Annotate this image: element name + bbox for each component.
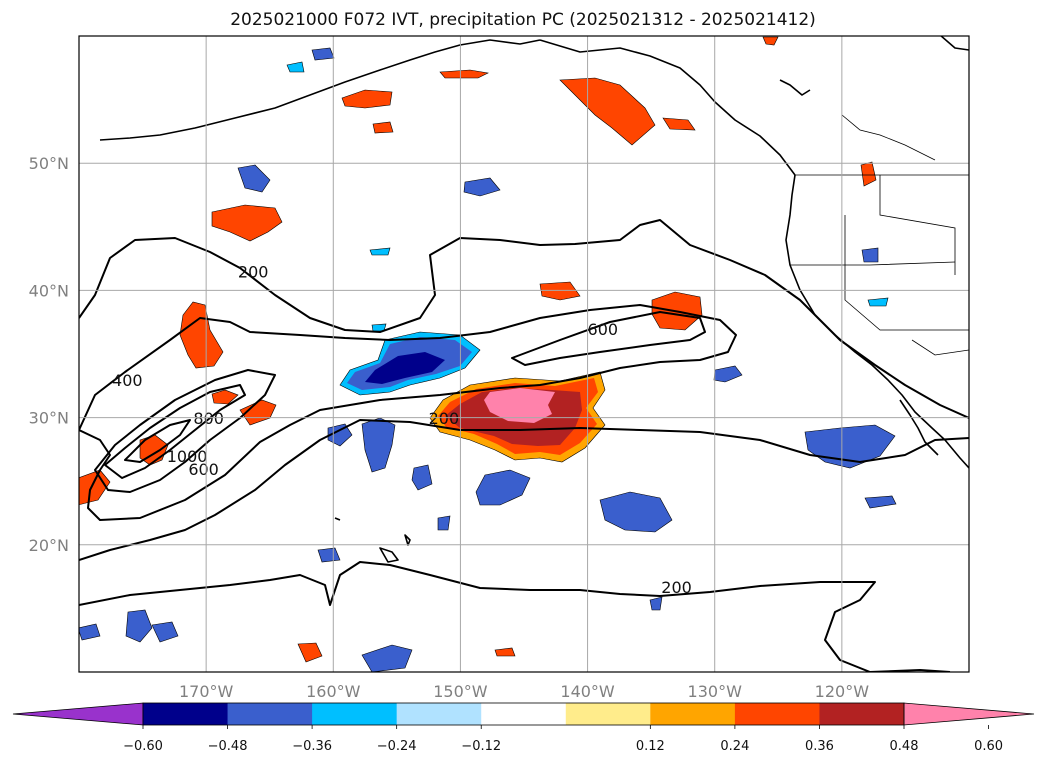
precip-positive-region bbox=[484, 388, 555, 423]
colorbar-tick-label: −0.48 bbox=[208, 739, 248, 754]
colorbar-extend-low bbox=[12, 702, 144, 726]
precip-negative-region bbox=[437, 515, 451, 531]
colorbar-tick-label: 0.12 bbox=[636, 739, 665, 754]
precip-positive-region bbox=[341, 89, 393, 109]
lat-tick-label: 40°N bbox=[29, 281, 69, 300]
political-borders bbox=[790, 114, 969, 356]
colorbar: −0.60 −0.48 −0.36 −0.24 −0.12 0.12 0.24 0.36 0.4… bbox=[12, 702, 1035, 754]
figure-title: 2025021000 F072 IVT, precipitation PC (2… bbox=[230, 10, 816, 30]
colorbar-frame bbox=[142, 702, 905, 726]
precip-negative-region bbox=[327, 423, 353, 447]
map-frame bbox=[78, 35, 970, 673]
precip-positive-region bbox=[179, 301, 224, 369]
colorbar-tick-label: 0.36 bbox=[805, 739, 834, 754]
colorbar-segment bbox=[143, 703, 229, 725]
precip-negative-region bbox=[861, 247, 879, 263]
ivt-1000-contour bbox=[124, 419, 191, 463]
precip-negative-region bbox=[713, 365, 743, 383]
precip-negative-region bbox=[365, 352, 445, 384]
lon-tick-label: 170°W bbox=[179, 682, 234, 701]
precip-fields bbox=[79, 36, 897, 672]
ivt-contour-label: 600 bbox=[588, 320, 619, 339]
precip-negative-region bbox=[475, 469, 531, 506]
precip-positive-region bbox=[494, 647, 516, 657]
ivt-contour-label: 400 bbox=[112, 371, 143, 390]
precip-negative-region bbox=[125, 609, 153, 643]
precip-positive-region bbox=[439, 69, 489, 79]
lon-tick-label: 160°W bbox=[306, 682, 361, 701]
precip-negative-region bbox=[286, 61, 305, 73]
precip-negative-region bbox=[599, 491, 673, 533]
ivt-200-contour bbox=[79, 219, 969, 419]
colorbar-tick-label: 0.48 bbox=[890, 739, 919, 754]
coastlines bbox=[99, 36, 969, 563]
colorbar-segment bbox=[734, 703, 820, 725]
colorbar-segment bbox=[819, 703, 905, 725]
lon-tick-label: 130°W bbox=[688, 682, 743, 701]
ivt-contour-label: 600 bbox=[188, 460, 219, 479]
ivt-contour-label: 200 bbox=[661, 578, 692, 597]
longitude-tick-labels: 170°W 160°W 150°W 140°W 130°W 120°W bbox=[179, 682, 869, 701]
colorbar-segment bbox=[565, 703, 651, 725]
precip-positive-region bbox=[662, 117, 696, 131]
gridlines bbox=[79, 36, 969, 672]
ivt-400-contour bbox=[79, 304, 737, 521]
ivt-800-contour bbox=[104, 384, 246, 479]
colorbar-tick-label: −0.36 bbox=[292, 739, 332, 754]
lon-tick-label: 150°W bbox=[433, 682, 488, 701]
colorbar-tick-label: 0.60 bbox=[974, 739, 1003, 754]
colorbar-segment bbox=[312, 703, 398, 725]
precip-negative-region bbox=[867, 297, 889, 307]
colorbar-segment bbox=[227, 703, 313, 725]
precip-negative-region bbox=[463, 177, 501, 197]
precip-positive-region bbox=[297, 642, 323, 663]
colorbar-segment bbox=[396, 703, 482, 725]
ivt-600-contour bbox=[511, 311, 706, 366]
colorbar-segment bbox=[481, 703, 567, 725]
precip-positive-region bbox=[539, 281, 581, 301]
lon-tick-label: 120°W bbox=[815, 682, 870, 701]
precip-negative-region bbox=[237, 164, 271, 193]
colorbar-tick-label: −0.60 bbox=[123, 739, 163, 754]
precip-negative-region bbox=[311, 47, 335, 61]
precip-negative-region bbox=[864, 495, 897, 509]
ivt-200-contour bbox=[79, 561, 951, 672]
colorbar-tick-label: −0.12 bbox=[461, 739, 501, 754]
precip-positive-region bbox=[762, 36, 779, 46]
precip-negative-region bbox=[361, 417, 396, 473]
precip-negative-region bbox=[151, 621, 179, 643]
lat-tick-label: 30°N bbox=[29, 409, 69, 428]
lon-tick-label: 140°W bbox=[560, 682, 615, 701]
colorbar-extend-high bbox=[903, 702, 1035, 726]
precip-negative-region bbox=[369, 247, 391, 256]
precip-negative-region bbox=[361, 644, 413, 672]
precip-negative-region bbox=[317, 547, 341, 563]
precip-positive-region bbox=[211, 204, 283, 242]
lat-tick-label: 50°N bbox=[29, 154, 69, 173]
latitude-tick-labels: 20°N 30°N 40°N 50°N bbox=[29, 154, 69, 555]
precip-positive-region bbox=[211, 389, 239, 405]
ivt-contour-label: 200 bbox=[429, 409, 460, 428]
ivt-600-contour bbox=[94, 369, 276, 493]
precip-negative-region bbox=[79, 623, 101, 641]
lat-tick-label: 20°N bbox=[29, 536, 69, 555]
precip-positive-region bbox=[372, 121, 394, 134]
colorbar-segment bbox=[650, 703, 736, 725]
precip-negative-region bbox=[649, 596, 663, 611]
ivt-contour-label: 1000 bbox=[167, 447, 208, 466]
precip-negative-region bbox=[411, 464, 433, 491]
precip-positive-region bbox=[559, 77, 656, 146]
ivt-contour-label: 200 bbox=[238, 263, 269, 282]
ivt-contour-label: 800 bbox=[193, 409, 224, 428]
colorbar-tick-label: −0.24 bbox=[377, 739, 417, 754]
colorbar-tick-label: 0.24 bbox=[720, 739, 749, 754]
